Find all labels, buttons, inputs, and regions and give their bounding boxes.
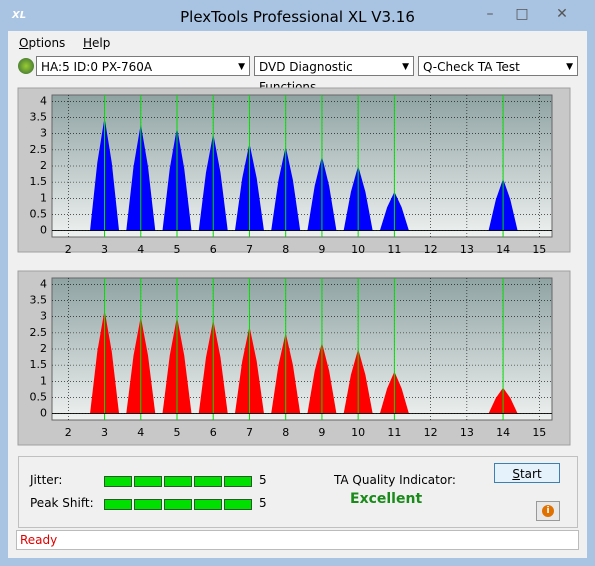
- x-tick-label: 15: [532, 243, 546, 256]
- start-button[interactable]: Start: [494, 463, 560, 483]
- x-tick-label: 5: [174, 243, 181, 256]
- ta-value: Excellent: [350, 491, 423, 507]
- x-tick-label: 3: [101, 426, 108, 439]
- y-tick-label: 1: [40, 191, 47, 204]
- rating-box: [134, 499, 162, 510]
- x-tick-label: 8: [282, 243, 289, 256]
- peak-shift-value: 5: [259, 496, 267, 510]
- x-tick-label: 3: [101, 243, 108, 256]
- rating-box: [224, 476, 252, 487]
- rating-box: [194, 476, 222, 487]
- y-tick-label: 2: [40, 159, 47, 172]
- x-tick-label: 10: [351, 426, 365, 439]
- y-tick-label: 0.5: [30, 390, 48, 403]
- status-bar: Ready: [16, 530, 579, 550]
- y-tick-label: 3.5: [30, 111, 48, 124]
- y-tick-label: 0: [40, 224, 47, 237]
- histogram-area: [90, 117, 518, 231]
- info-button[interactable]: i: [536, 501, 560, 521]
- function-select[interactable]: DVD Diagnostic Functions ▼: [254, 56, 414, 94]
- rating-box: [134, 476, 162, 487]
- x-tick-label: 14: [496, 426, 510, 439]
- app-icon: XL: [12, 10, 27, 21]
- drive-select[interactable]: HA:5 ID:0 PX-760A ▼: [36, 56, 250, 76]
- y-tick-label: 0.5: [30, 207, 48, 220]
- x-tick-label: 7: [246, 426, 253, 439]
- x-tick-label: 11: [387, 426, 401, 439]
- y-tick-label: 4: [40, 94, 47, 107]
- x-tick-label: 5: [174, 426, 181, 439]
- y-tick-label: 2: [40, 342, 47, 355]
- menu-options[interactable]: Options: [19, 36, 66, 50]
- y-tick-label: 3: [40, 127, 47, 140]
- x-tick-label: 6: [210, 243, 217, 256]
- x-tick-label: 14: [496, 243, 510, 256]
- y-tick-label: 2.5: [30, 143, 48, 156]
- y-tick-label: 2.5: [30, 326, 48, 339]
- x-tick-label: 8: [282, 426, 289, 439]
- rating-box: [164, 499, 192, 510]
- rating-box: [164, 476, 192, 487]
- window-title: PlexTools Professional XL V3.16: [180, 8, 415, 26]
- results-group: [18, 456, 578, 528]
- close-button[interactable]: ✕: [556, 6, 568, 22]
- y-tick-label: 4: [40, 277, 47, 290]
- drive-text: HA:5 ID:0 PX-760A: [41, 60, 153, 74]
- x-tick-label: 11: [387, 243, 401, 256]
- maximize-button[interactable]: □: [515, 6, 529, 22]
- y-tick-label: 1.5: [30, 358, 48, 371]
- jitter-value: 5: [259, 473, 267, 487]
- x-tick-label: 4: [137, 243, 144, 256]
- jitter-label: Jitter:: [30, 473, 63, 487]
- rating-box: [194, 499, 222, 510]
- x-tick-label: 13: [460, 243, 474, 256]
- x-tick-label: 6: [210, 426, 217, 439]
- x-tick-label: 15: [532, 426, 546, 439]
- histogram-area: [90, 310, 518, 414]
- x-tick-label: 9: [318, 426, 325, 439]
- x-tick-label: 12: [424, 243, 438, 256]
- rating-box: [224, 499, 252, 510]
- rating-box: [104, 476, 132, 487]
- minimize-button[interactable]: –: [486, 6, 494, 22]
- drive-icon: [18, 58, 34, 74]
- test-select[interactable]: Q-Check TA Test ▼: [418, 56, 578, 76]
- y-tick-label: 1: [40, 374, 47, 387]
- y-tick-label: 3: [40, 310, 47, 323]
- x-tick-label: 7: [246, 243, 253, 256]
- client-area: Options Help HA:5 ID:0 PX-760A ▼ DVD Diag…: [8, 31, 587, 558]
- charts: 00.511.522.533.542 3 4 5 6 7 8 9 10 11 12 13 14 1500.…: [17, 87, 571, 446]
- y-tick-label: 3.5: [30, 294, 48, 307]
- test-text: Q-Check TA Test: [423, 60, 520, 74]
- x-tick-label: 2: [65, 426, 72, 439]
- y-tick-label: 1.5: [30, 175, 48, 188]
- x-tick-label: 13: [460, 426, 474, 439]
- x-tick-label: 10: [351, 243, 365, 256]
- menu-help[interactable]: Help: [83, 36, 111, 50]
- x-tick-label: 2: [65, 243, 72, 256]
- peak-shift-label: Peak Shift:: [30, 496, 94, 510]
- ta-label: TA Quality Indicator:: [334, 473, 456, 487]
- x-tick-label: 12: [424, 426, 438, 439]
- x-tick-label: 4: [137, 426, 144, 439]
- rating-box: [104, 499, 132, 510]
- y-tick-label: 0: [40, 407, 47, 420]
- x-tick-label: 9: [318, 243, 325, 256]
